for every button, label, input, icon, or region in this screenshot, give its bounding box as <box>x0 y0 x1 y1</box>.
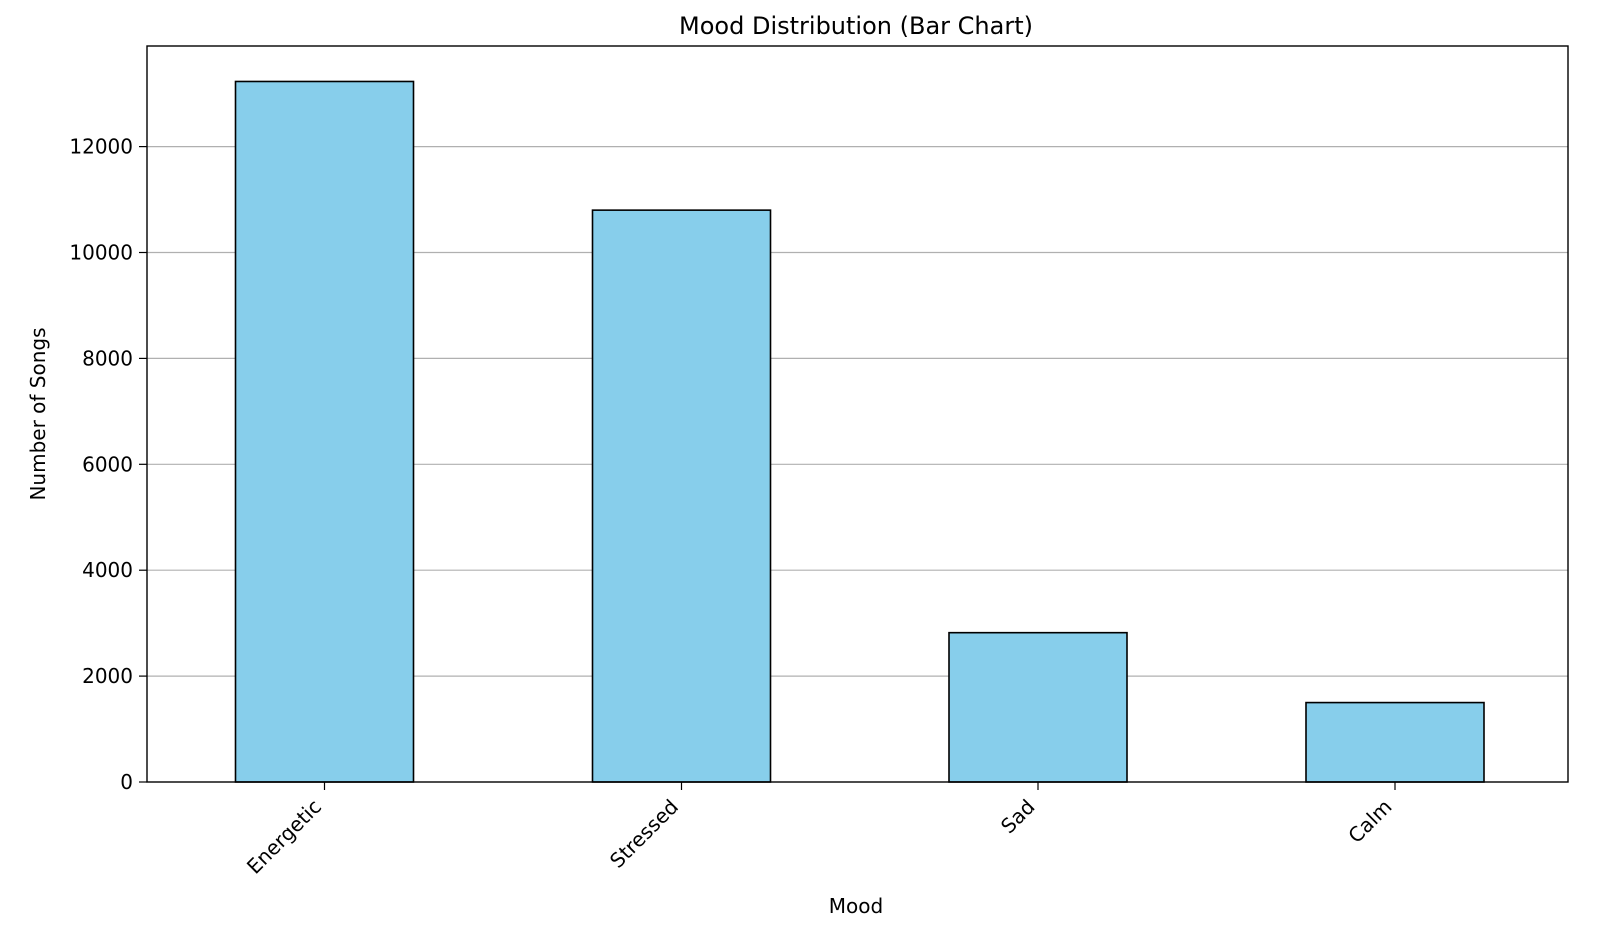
y-tick-label: 2000 <box>82 664 133 688</box>
plot-frame <box>146 45 1569 783</box>
x-axis-ticks: Energetic Stressed Sad Calm <box>242 782 1397 879</box>
bar-sad <box>948 631 1128 783</box>
y-tick-label: 10000 <box>69 241 133 265</box>
x-tick-label-sad: Sad <box>996 795 1040 839</box>
x-tick-label-stressed: Stressed <box>605 795 683 873</box>
x-axis-label: Mood <box>829 894 883 918</box>
y-tick-label: 8000 <box>82 346 133 370</box>
x-tick-label-energetic: Energetic <box>242 795 326 879</box>
bar-calm <box>1305 701 1485 783</box>
x-tick-label-calm: Calm <box>1343 795 1396 848</box>
bars <box>234 80 1485 783</box>
y-tick-label: 4000 <box>82 558 133 582</box>
y-tick-label: 12000 <box>69 135 133 159</box>
y-tick-label: 6000 <box>82 452 133 476</box>
y-tick-label: 0 <box>120 770 133 794</box>
bar-energetic <box>234 80 415 783</box>
bar-stressed <box>591 209 772 783</box>
y-axis-ticks: 0 2000 4000 6000 8000 10000 12000 <box>69 135 147 794</box>
chart-title: Mood Distribution (Bar Chart) <box>679 12 1033 40</box>
y-axis-label: Number of Songs <box>26 327 50 500</box>
